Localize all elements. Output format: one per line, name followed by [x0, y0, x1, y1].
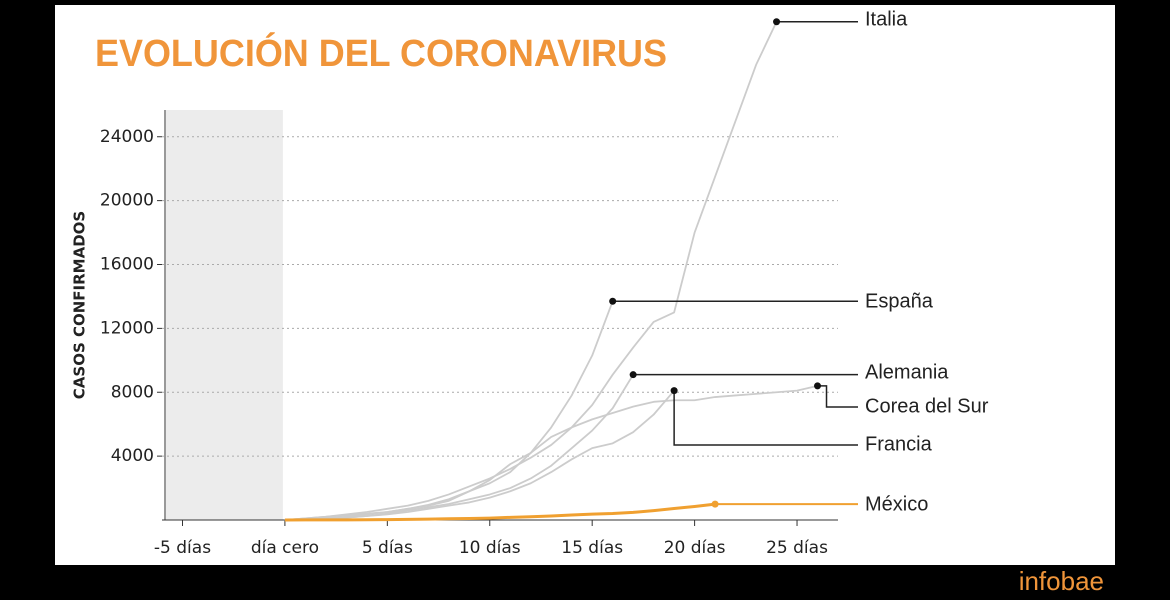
leader-line	[673, 390, 858, 446]
end-dot	[711, 500, 719, 508]
end-dot	[773, 18, 781, 26]
series-line	[284, 390, 675, 521]
y-tick-label: 12000	[100, 318, 154, 338]
y-tick-label: 24000	[100, 127, 154, 147]
series-label: España	[865, 290, 934, 312]
y-tick-label: 16000	[100, 255, 154, 275]
x-tick-label: 20 días	[664, 538, 726, 558]
end-dot	[814, 382, 822, 390]
leader-line	[817, 385, 858, 408]
series-line	[284, 502, 716, 522]
series-label: Alemania	[865, 361, 949, 383]
x-tick-label: 10 días	[459, 538, 521, 558]
x-tick-label: 15 días	[561, 538, 623, 558]
y-axis-label: CASOS CONFIRMADOS	[71, 211, 89, 399]
end-dot	[609, 297, 617, 305]
series-line	[284, 21, 778, 521]
y-tick-label: 4000	[111, 446, 154, 466]
x-tick-label: día cero	[251, 538, 319, 558]
x-tick-label: 5 días	[362, 538, 413, 558]
series-label: Francia	[865, 433, 933, 455]
shaded-region	[166, 110, 283, 520]
y-tick-label: 8000	[111, 382, 154, 402]
end-dot	[670, 387, 678, 395]
end-dot	[629, 371, 637, 379]
y-tick-label: 20000	[100, 191, 154, 211]
chart-title: EVOLUCIÓN DEL CORONAVIRUS	[95, 31, 667, 75]
x-tick-label: 25 días	[766, 538, 828, 558]
x-tick-label: -5 días	[154, 538, 211, 558]
series-label: México	[865, 493, 928, 515]
brand-logo: infobae	[1019, 566, 1104, 596]
series-line	[284, 384, 818, 521]
series-label: Corea del Sur	[865, 395, 989, 417]
series-label: Italia	[865, 8, 908, 30]
